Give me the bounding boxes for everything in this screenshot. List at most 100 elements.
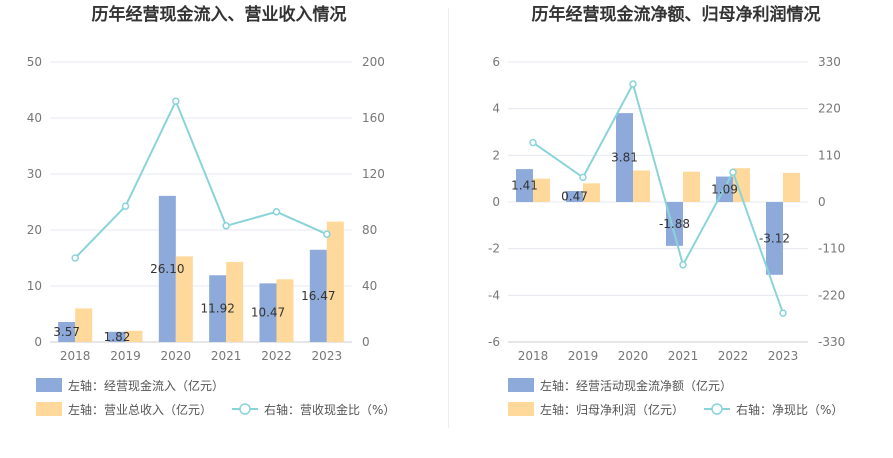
bar[interactable] — [616, 113, 633, 202]
bar[interactable] — [209, 275, 227, 342]
legend-label[interactable]: 右轴：营收现金比（%） — [264, 402, 395, 417]
line-point[interactable] — [629, 80, 637, 88]
bar-series-2 — [533, 168, 800, 202]
x-tick-label: 2022 — [261, 349, 292, 363]
bar[interactable] — [633, 170, 650, 203]
y-tick-label: 30 — [27, 167, 42, 181]
bar[interactable] — [75, 308, 93, 342]
y2-tick-label: 40 — [362, 279, 377, 293]
line-point[interactable] — [121, 202, 130, 210]
y-tick-label: 4 — [492, 102, 500, 116]
data-label: 11.92 — [200, 302, 234, 316]
legend-swatch-marker — [711, 403, 723, 415]
bar[interactable] — [666, 202, 683, 246]
y2-tick-label: -220 — [818, 288, 845, 302]
bar[interactable] — [516, 169, 533, 202]
y2-tick-label: -110 — [818, 242, 845, 256]
y2-tick-label: 220 — [818, 102, 841, 116]
bar[interactable] — [276, 279, 294, 342]
y-tick-label: 50 — [27, 55, 42, 69]
x-tick-label: 2019 — [568, 349, 599, 363]
legend-label[interactable]: 左轴：营业总收入（亿元） — [68, 402, 212, 417]
line-point[interactable] — [222, 222, 230, 230]
bar[interactable] — [533, 178, 550, 202]
chart-panel-1: 历年经营现金流入、营业收入情况 50 200 40 160 30 120 20 80 10 40 0 0… — [27, 4, 396, 417]
y2-tick-label: -330 — [818, 335, 845, 349]
line-point[interactable] — [579, 173, 587, 182]
chart-panel-2: 历年经营现金流净额、归母净利润情况 6 330 4 220 2 110 0 0 -2 -110 -4 -… — [488, 4, 845, 417]
bar[interactable] — [766, 202, 783, 275]
y-tick-label: 0 — [34, 335, 42, 349]
bar[interactable] — [226, 261, 244, 342]
line-point[interactable] — [529, 138, 537, 147]
data-label: 1.09 — [711, 182, 738, 196]
bar[interactable] — [566, 191, 583, 202]
x-tick-label: 2020 — [618, 349, 649, 363]
y2-tick-label: 0 — [818, 195, 826, 209]
x-tick-label: 2021 — [668, 349, 699, 363]
x-tick-label: 2018 — [60, 349, 91, 363]
bar[interactable] — [108, 331, 126, 342]
legend-swatch-marker — [239, 403, 251, 415]
bar[interactable] — [58, 322, 76, 342]
y2-tick-label: 0 — [362, 335, 370, 349]
line-point[interactable] — [323, 230, 331, 238]
line-point[interactable] — [71, 254, 79, 262]
line-series-1 — [71, 97, 331, 262]
legend-swatch[interactable] — [508, 402, 534, 416]
panel-divider — [448, 8, 449, 428]
data-label: 26.10 — [150, 262, 184, 276]
legend: 左轴：经营活动现金流净额（亿元） 左轴：归母净利润（亿元） 右轴：净现比（%） — [508, 378, 843, 417]
data-label: 10.47 — [251, 306, 285, 320]
bar[interactable] — [326, 221, 344, 342]
bar[interactable] — [175, 256, 193, 342]
y2-tick-label: 200 — [362, 55, 385, 69]
bar[interactable] — [125, 330, 143, 342]
y2-tick-label: 120 — [362, 167, 385, 181]
x-tick-label: 2020 — [161, 349, 192, 363]
y-tick-label: -6 — [488, 335, 500, 349]
y-tick-label: 0 — [492, 195, 500, 209]
data-label: -1.88 — [659, 217, 690, 231]
bar[interactable] — [259, 283, 277, 342]
line-point[interactable] — [679, 261, 687, 269]
line-point[interactable] — [172, 97, 180, 105]
bar-series-1 — [516, 113, 783, 275]
y2-tick-label: 80 — [362, 223, 377, 237]
bar[interactable] — [683, 171, 700, 202]
y-tick-label: 20 — [27, 223, 42, 237]
line-point[interactable] — [272, 208, 281, 216]
series-line — [532, 81, 784, 314]
x-tick-label: 2018 — [518, 349, 549, 363]
bar[interactable] — [158, 195, 176, 342]
x-tick-label: 2023 — [768, 349, 799, 363]
line-point[interactable] — [779, 309, 787, 317]
chart-title: 历年经营现金流入、营业收入情况 — [92, 4, 347, 25]
legend-swatch[interactable] — [508, 378, 534, 392]
legend-swatch[interactable] — [36, 402, 62, 416]
data-label: -3.12 — [759, 231, 790, 245]
x-tick-label: 2019 — [110, 349, 141, 363]
legend-label[interactable]: 左轴：经营活动现金流净额（亿元） — [540, 378, 732, 393]
bar-series-2 — [75, 221, 344, 342]
x-tick-label: 2023 — [312, 349, 343, 363]
legend-label[interactable]: 右轴：净现比（%） — [736, 402, 843, 417]
bar[interactable] — [309, 249, 327, 342]
y-tick-label: 40 — [27, 111, 42, 125]
data-label: 3.57 — [53, 325, 80, 339]
bar-series-1 — [58, 195, 327, 342]
bar[interactable] — [733, 168, 750, 202]
y-tick-label: -2 — [488, 242, 500, 256]
data-label: 0.47 — [561, 190, 588, 204]
legend-label[interactable]: 左轴：经营现金流入（亿元） — [68, 378, 224, 393]
legend-swatch[interactable] — [36, 378, 62, 392]
y-tick-label: 2 — [492, 148, 500, 162]
data-label: 16.47 — [301, 289, 335, 303]
bar[interactable] — [583, 183, 600, 202]
legend-label[interactable]: 左轴：归母净利润（亿元） — [540, 402, 684, 417]
bar[interactable] — [783, 172, 800, 202]
data-label: 1.82 — [104, 330, 131, 344]
line-point[interactable] — [729, 168, 737, 177]
